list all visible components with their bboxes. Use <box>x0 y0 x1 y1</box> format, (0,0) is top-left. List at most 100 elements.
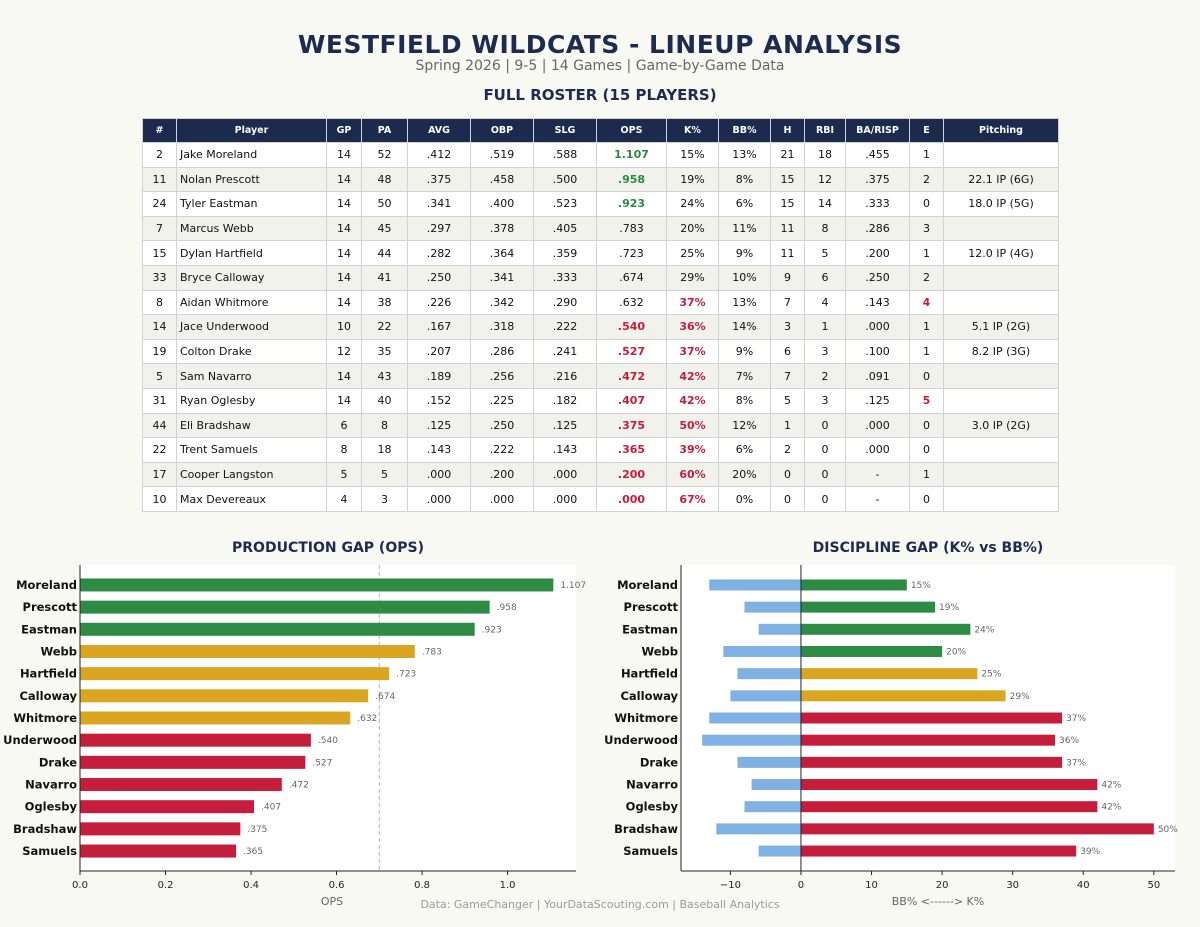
ops-category-label: Whitmore <box>13 711 77 725</box>
cell-avg: .297 <box>407 215 471 242</box>
cell-bb: 10% <box>718 264 771 291</box>
cell-ops: .783 <box>596 215 667 242</box>
cell-num: 14 <box>142 314 177 340</box>
col-header-gp: GP <box>326 118 362 143</box>
page-title: WESTFIELD WILDCATS - LINEUP ANALYSIS <box>297 30 903 59</box>
k-value-label: 19% <box>939 603 959 613</box>
col-header-pa: PA <box>361 118 408 143</box>
ops-bar <box>80 578 554 592</box>
k-bar <box>800 690 1006 702</box>
cell-player: Dylan Hartfield <box>176 240 327 266</box>
ops-value-label: .723 <box>396 670 416 680</box>
cell-risp: .100 <box>845 338 910 365</box>
cell-k: 37% <box>666 289 719 316</box>
discipline-category-label: Moreland <box>617 578 678 592</box>
cell-bb: 14% <box>718 314 771 340</box>
cell-h: 7 <box>770 363 805 389</box>
ops-category-label: Webb <box>40 644 77 658</box>
cell-risp: .333 <box>845 191 910 217</box>
ops-category-label: Hartfield <box>20 667 77 681</box>
table-row: 5 Sam Navarro 14 43.189.256.216.472 42% 7% 7 2.… <box>142 363 1059 389</box>
cell-ops: .365 <box>596 437 667 463</box>
k-value-label: 15% <box>911 581 931 591</box>
cell-obp: .400 <box>470 191 534 217</box>
discipline-x-tick-label: 0 <box>798 880 804 891</box>
col-header-avg: AVG <box>407 118 471 143</box>
k-value-label: 39% <box>1080 847 1100 857</box>
cell-gp: 10 <box>326 314 362 340</box>
cell-avg: .282 <box>407 240 471 266</box>
cell-pitching <box>943 437 1059 463</box>
cell-slg: .359 <box>533 240 597 266</box>
cell-h: 0 <box>770 486 805 512</box>
cell-obp: .222 <box>470 437 534 463</box>
cell-k: 42% <box>666 363 719 389</box>
table-row: 31 Ryan Oglesby 14 40.152.225.182.407 42% 8% 5… <box>142 387 1059 414</box>
roster-body: 2 Jake Moreland 14 52.412.519.588 1.107 15% 13… <box>142 142 1059 512</box>
bb-bar <box>737 756 801 768</box>
cell-k: 42% <box>666 387 719 414</box>
cell-risp: - <box>845 486 910 512</box>
cell-slg: .241 <box>533 338 597 365</box>
ops-value-label: .375 <box>247 825 267 835</box>
cell-e: 3 <box>909 215 944 242</box>
bb-bar <box>737 668 801 680</box>
cell-pa: 22 <box>361 314 408 340</box>
cell-pitching: 5.1 IP (2G) <box>943 314 1059 340</box>
ops-bar <box>80 667 390 681</box>
ops-value-label: .540 <box>318 736 338 746</box>
ops-bar <box>80 733 311 747</box>
ops-value-label: .632 <box>357 714 377 724</box>
ops-value-label: .527 <box>312 758 332 768</box>
cell-num: 8 <box>142 289 177 316</box>
discipline-category-label: Webb <box>641 644 678 658</box>
cell-avg: .167 <box>407 314 471 340</box>
col-header-k-pct: K% <box>666 118 719 143</box>
cell-rbi: 18 <box>804 142 846 168</box>
cell-num: 19 <box>142 338 177 365</box>
cell-pa: 8 <box>361 412 408 439</box>
cell-rbi: 0 <box>804 412 846 439</box>
cell-k: 67% <box>666 486 719 512</box>
cell-pitching <box>943 486 1059 512</box>
cell-num: 22 <box>142 437 177 463</box>
ops-category-label: Calloway <box>19 689 77 703</box>
discipline-category-label: Hartfield <box>621 667 678 681</box>
cell-bb: 8% <box>718 166 771 193</box>
cell-pa: 52 <box>361 142 408 168</box>
cell-avg: .000 <box>407 461 471 488</box>
discipline-x-tick-label: −10 <box>720 880 741 891</box>
col-header-slg: SLG <box>533 118 597 143</box>
cell-obp: .225 <box>470 387 534 414</box>
ops-chart: Moreland 1.107 Prescott .958 Eastman .923 Webb… <box>3 565 586 908</box>
discipline-category-label: Oglesby <box>626 800 679 814</box>
cell-slg: .182 <box>533 387 597 414</box>
k-bar <box>800 579 907 591</box>
cell-k: 20% <box>666 215 719 242</box>
cell-gp: 14 <box>326 264 362 291</box>
discipline-category-label: Eastman <box>622 622 678 636</box>
cell-risp: .000 <box>845 314 910 340</box>
cell-rbi: 0 <box>804 486 846 512</box>
cell-ops: .923 <box>596 191 667 217</box>
cell-pa: 40 <box>361 387 408 414</box>
cell-ops: .472 <box>596 363 667 389</box>
cell-bb: 9% <box>718 338 771 365</box>
discipline-category-label: Drake <box>640 755 678 769</box>
cell-obp: .256 <box>470 363 534 389</box>
cell-gp: 6 <box>326 412 362 439</box>
cell-ops: .375 <box>596 412 667 439</box>
table-row: 11 Nolan Prescott 14 48.375.458.500.958 19% 8… <box>142 166 1059 193</box>
k-value-label: 25% <box>981 670 1001 680</box>
cell-slg: .222 <box>533 314 597 340</box>
ops-bar <box>80 778 282 792</box>
cell-risp: .375 <box>845 166 910 193</box>
discipline-category-label: Underwood <box>604 733 678 747</box>
ops-category-label: Prescott <box>23 600 78 614</box>
cell-h: 0 <box>770 461 805 488</box>
k-bar <box>800 756 1063 768</box>
cell-rbi: 3 <box>804 338 846 365</box>
ops-bar <box>80 800 255 814</box>
cell-k: 37% <box>666 338 719 365</box>
cell-slg: .000 <box>533 461 597 488</box>
